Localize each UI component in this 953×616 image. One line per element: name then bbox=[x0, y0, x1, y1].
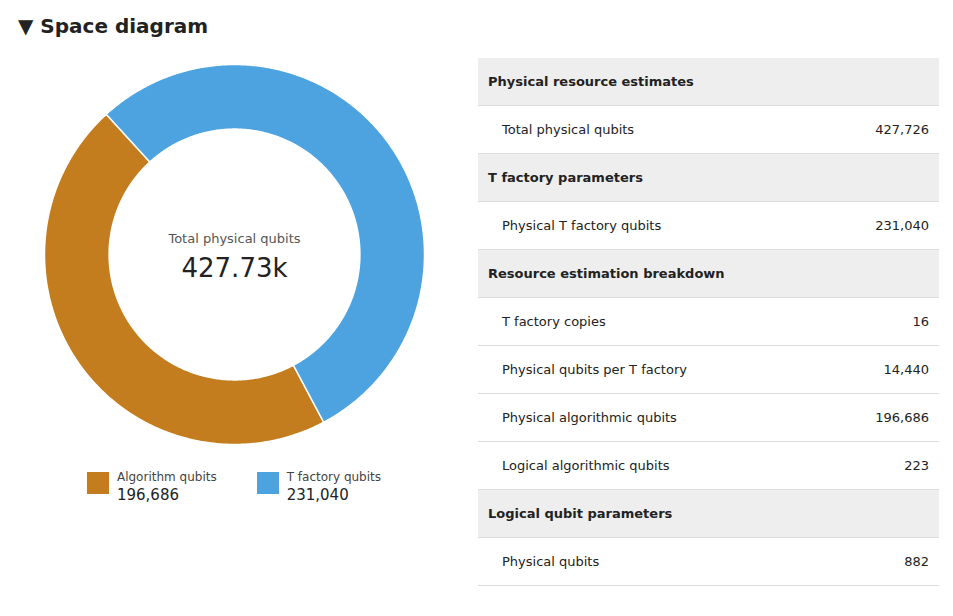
html-text:Total physical qubits: Total physical qubits bbox=[502, 122, 635, 137]
html-text:T factory copies: T factory copies bbox=[502, 314, 606, 329]
html-text:▼ Space diagram: ▼ Space diagram bbox=[18, 14, 209, 38]
html-text:Physical algorithmic qubits: Physical algorithmic qubits bbox=[502, 410, 677, 425]
html-text:Physical qubits per T factory: Physical qubits per T factory bbox=[502, 362, 687, 377]
html-text:196,686: 196,686 bbox=[117, 486, 179, 504]
html-text:196,686: 196,686 bbox=[875, 410, 929, 425]
html-text:231,040: 231,040 bbox=[286, 486, 349, 504]
html-text:Logical qubit parameters: Logical qubit parameters bbox=[488, 506, 673, 521]
html-text:223: 223 bbox=[904, 458, 929, 473]
html-text:231,040: 231,040 bbox=[875, 218, 929, 233]
html-text:427,726: 427,726 bbox=[875, 122, 929, 137]
html-text:Physical resource estimates: Physical resource estimates bbox=[488, 74, 694, 89]
html-text:Algorithm qubits: Algorithm qubits bbox=[117, 470, 217, 484]
html-text:882: 882 bbox=[904, 554, 929, 569]
html-text:16: 16 bbox=[912, 314, 929, 329]
html-text:14,440: 14,440 bbox=[883, 362, 929, 377]
svg-text:427.73k: 427.73k bbox=[181, 253, 287, 283]
html-text:Physical T factory qubits: Physical T factory qubits bbox=[502, 218, 662, 233]
svg-text:Total physical qubits: Total physical qubits bbox=[167, 231, 300, 246]
html-text:Logical algorithmic qubits: Logical algorithmic qubits bbox=[502, 458, 670, 473]
html-text:T factory parameters: T factory parameters bbox=[488, 170, 643, 185]
html-text:Physical qubits: Physical qubits bbox=[502, 554, 600, 569]
html-text:T factory qubits: T factory qubits bbox=[286, 470, 381, 484]
html-text:Resource estimation breakdown: Resource estimation breakdown bbox=[488, 266, 725, 281]
